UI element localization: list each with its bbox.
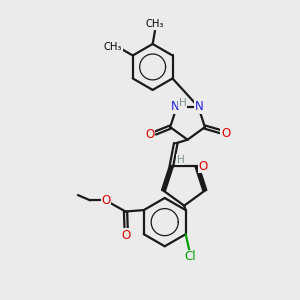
- Text: N: N: [194, 100, 203, 113]
- Text: O: O: [101, 194, 111, 207]
- Text: H: H: [179, 98, 187, 108]
- Text: O: O: [221, 127, 230, 140]
- Text: N: N: [171, 100, 180, 113]
- Text: O: O: [145, 128, 154, 141]
- Text: CH₃: CH₃: [146, 19, 164, 29]
- Text: O: O: [199, 160, 208, 173]
- Text: Cl: Cl: [185, 250, 197, 263]
- Text: CH₃: CH₃: [103, 42, 122, 52]
- Text: H: H: [177, 155, 184, 165]
- Text: O: O: [121, 229, 130, 242]
